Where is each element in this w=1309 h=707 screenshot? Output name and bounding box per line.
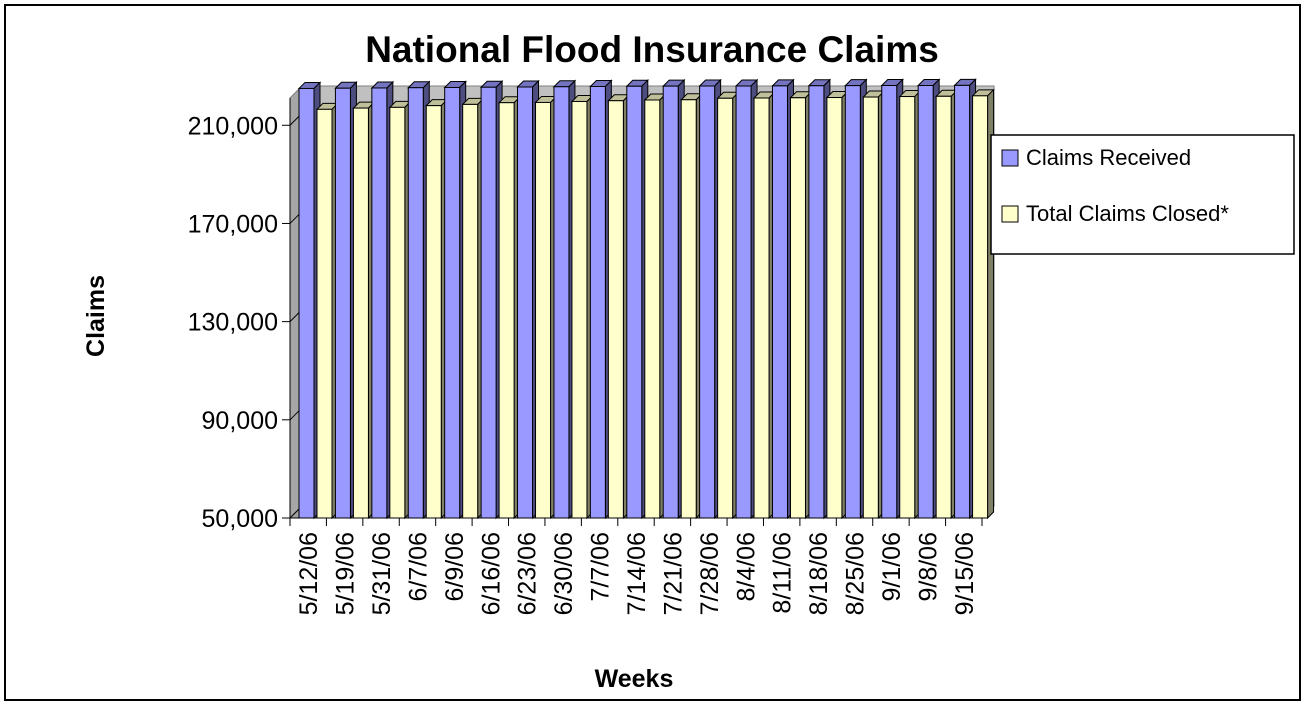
y-tick-label: 170,000 bbox=[188, 210, 278, 238]
x-tick-label: 9/1/06 bbox=[878, 532, 906, 602]
bar bbox=[352, 107, 369, 519]
bar bbox=[553, 86, 570, 519]
bar bbox=[644, 99, 661, 519]
plot-area bbox=[288, 78, 996, 520]
x-tick-label: 7/28/06 bbox=[696, 532, 724, 615]
chart-frame: National Flood Insurance Claims 50,000 90… bbox=[4, 4, 1301, 701]
x-tick-label: 5/19/06 bbox=[332, 532, 360, 615]
bar bbox=[607, 100, 624, 519]
x-tick-label: 6/30/06 bbox=[550, 532, 578, 615]
x-tick-label: 8/18/06 bbox=[805, 532, 833, 615]
bar bbox=[808, 85, 825, 519]
y-tick-label: 210,000 bbox=[188, 112, 278, 140]
x-axis-title: Weeks bbox=[595, 665, 674, 693]
x-tick-label: 9/8/06 bbox=[914, 532, 942, 602]
bar bbox=[571, 100, 588, 519]
bar bbox=[425, 105, 442, 519]
chart-title: National Flood Insurance Claims bbox=[365, 29, 939, 70]
bar bbox=[972, 95, 989, 519]
bar bbox=[789, 97, 806, 519]
bar bbox=[735, 85, 752, 519]
y-tick-label: 90,000 bbox=[202, 407, 278, 435]
bar bbox=[480, 86, 497, 519]
y-tick-label: 130,000 bbox=[188, 309, 278, 337]
bar bbox=[334, 87, 351, 519]
y-axis-title: Claims bbox=[82, 275, 110, 357]
bar bbox=[917, 85, 934, 519]
x-tick-label: 5/12/06 bbox=[295, 532, 323, 615]
bar bbox=[935, 95, 952, 519]
bar bbox=[826, 97, 843, 519]
legend-label: Total Claims Closed* bbox=[1026, 201, 1229, 226]
legend: Claims Received Total Claims Closed* bbox=[990, 134, 1295, 255]
x-tick-label: 8/11/06 bbox=[769, 532, 797, 614]
bar bbox=[371, 87, 388, 519]
y-tick-label: 50,000 bbox=[202, 505, 278, 533]
chart-svg: National Flood Insurance Claims 50,000 90… bbox=[82, 29, 1295, 693]
x-tick-label: 6/9/06 bbox=[441, 532, 469, 602]
x-tick-label: 8/25/06 bbox=[842, 532, 870, 615]
bar bbox=[881, 85, 898, 519]
bar bbox=[662, 85, 679, 519]
bar bbox=[298, 87, 315, 519]
legend-label: Claims Received bbox=[1026, 145, 1191, 170]
x-tick-label: 7/14/06 bbox=[623, 532, 651, 615]
bar bbox=[316, 108, 333, 519]
bar bbox=[517, 86, 534, 519]
x-axis: 5/12/06 5/19/06 5/31/06 6/7/06 6/9/06 6/16/06… bbox=[289, 517, 983, 615]
bar bbox=[771, 85, 788, 519]
bar bbox=[498, 102, 515, 519]
bar bbox=[899, 96, 916, 519]
x-tick-label: 6/23/06 bbox=[514, 532, 542, 615]
y-axis: 50,000 90,000 130,000 170,000 210,000 bbox=[188, 98, 291, 533]
bar bbox=[844, 85, 861, 519]
bar bbox=[589, 85, 606, 519]
x-tick-label: 5/31/06 bbox=[368, 532, 396, 615]
bar bbox=[444, 86, 461, 519]
x-tick-label: 7/7/06 bbox=[587, 532, 615, 602]
bar bbox=[699, 85, 716, 519]
legend-box bbox=[990, 134, 1295, 255]
x-tick-label: 9/15/06 bbox=[951, 532, 979, 615]
x-tick-label: 7/21/06 bbox=[659, 532, 687, 615]
bar bbox=[753, 97, 770, 519]
bar bbox=[862, 96, 879, 519]
bar bbox=[717, 97, 734, 519]
bar bbox=[954, 84, 971, 519]
bar bbox=[680, 99, 697, 519]
legend-swatch bbox=[1001, 149, 1019, 167]
bar bbox=[535, 101, 552, 519]
bar bbox=[389, 106, 406, 519]
x-tick-label: 6/7/06 bbox=[404, 532, 432, 602]
x-tick-label: 6/16/06 bbox=[477, 532, 505, 615]
legend-swatch bbox=[1001, 205, 1019, 223]
x-tick-label: 8/4/06 bbox=[732, 532, 760, 602]
bar bbox=[462, 103, 479, 519]
bar bbox=[626, 85, 643, 519]
bar bbox=[407, 87, 424, 519]
